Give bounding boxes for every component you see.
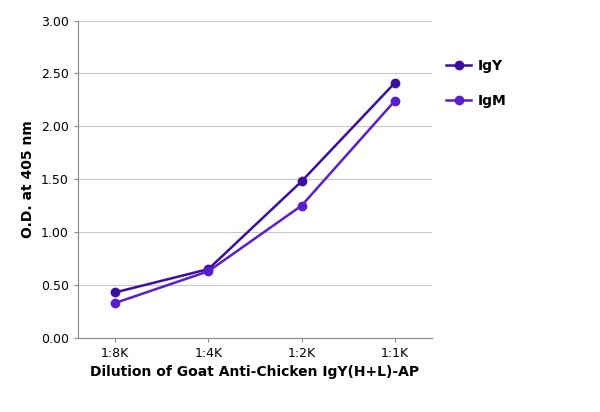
Line: IgM: IgM	[111, 97, 399, 307]
Y-axis label: O.D. at 405 nm: O.D. at 405 nm	[22, 120, 35, 238]
IgM	[298, 203, 305, 208]
X-axis label: Dilution of Goat Anti-Chicken IgY(H+L)-AP: Dilution of Goat Anti-Chicken IgY(H+L)-A…	[91, 365, 419, 379]
IgY	[391, 80, 398, 85]
IgY	[298, 179, 305, 184]
IgM	[112, 300, 119, 305]
IgY	[112, 290, 119, 295]
Legend: IgY, IgM: IgY, IgM	[446, 59, 507, 108]
IgY	[205, 267, 212, 272]
IgM	[205, 269, 212, 274]
IgM	[391, 98, 398, 103]
Line: IgY: IgY	[111, 79, 399, 297]
